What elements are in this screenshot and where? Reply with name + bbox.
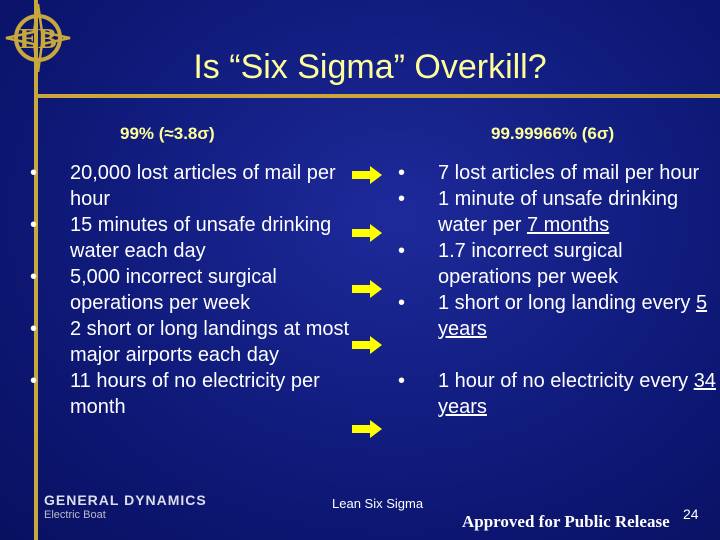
bullet: •	[398, 292, 406, 314]
right-arrow-icon	[352, 280, 382, 298]
list-item: • 2 short or long landings at most major …	[26, 316, 352, 368]
right-column-heading: 99.99966% (6σ)	[491, 124, 615, 143]
bullet: •	[398, 370, 406, 392]
list-item: • 5,000 incorrect surgical operations per…	[26, 264, 352, 316]
item-text: 1.7 incorrect surgical operations per we…	[438, 240, 623, 288]
bullet: •	[30, 266, 38, 288]
item-text: 15 minutes of unsafe drinking water each…	[70, 214, 332, 262]
list-item: • 1 minute of unsafe drinking water per 7…	[394, 186, 720, 238]
item-text: 1 hour of no electricity every	[438, 370, 694, 392]
company-logo: GENERAL DYNAMICS Electric Boat	[44, 492, 207, 521]
bullet: •	[398, 188, 406, 210]
list-item: • 1 short or long landing every 5 years	[394, 290, 720, 342]
spacer	[394, 342, 720, 368]
eb-logo-icon: EB	[5, 3, 71, 72]
left-column-heading: 99% (≈3.8σ)	[120, 124, 215, 143]
list-item: • 15 minutes of unsafe drinking water eac…	[26, 212, 352, 264]
item-text: 7 lost articles of mail per hour	[438, 162, 700, 184]
company-name: GENERAL DYNAMICS	[44, 492, 207, 508]
horizontal-rule	[34, 94, 720, 98]
right-arrow-icon	[352, 420, 382, 438]
bullet: •	[30, 162, 38, 184]
right-arrow-icon	[352, 166, 382, 184]
item-text: 11 hours of no electricity per month	[70, 370, 320, 418]
page-number: 24	[683, 506, 699, 522]
left-list: • 20,000 lost articles of mail per hour •…	[26, 160, 352, 420]
list-item: • 7 lost articles of mail per hour	[394, 160, 720, 186]
bullet: •	[30, 370, 38, 392]
vertical-rule	[34, 0, 38, 540]
bullet: •	[30, 214, 38, 236]
approved-notice: Approved for Public Release	[462, 512, 670, 531]
item-text: 2 short or long landings at most major a…	[70, 318, 350, 366]
bullet: •	[398, 240, 406, 262]
company-division: Electric Boat	[44, 509, 106, 521]
item-text: 5,000 incorrect surgical operations per …	[70, 266, 277, 314]
bullet: •	[30, 318, 38, 340]
list-item: • 20,000 lost articles of mail per hour	[26, 160, 352, 212]
list-item: • 11 hours of no electricity per month	[26, 368, 352, 420]
right-arrow-icon	[352, 336, 382, 354]
item-underlined-text: 34 years	[438, 370, 716, 418]
item-underlined-text: 5 years	[438, 292, 708, 340]
item-text: 20,000 lost articles of mail per hour	[70, 162, 336, 210]
bullet: •	[398, 162, 406, 184]
item-text: 1 short or long landing every	[438, 292, 696, 314]
svg-text:EB: EB	[19, 24, 56, 55]
list-item: • 1.7 incorrect surgical operations per w…	[394, 238, 720, 290]
right-list: • 7 lost articles of mail per hour • 1 min…	[394, 160, 720, 420]
right-arrow-icon	[352, 224, 382, 242]
page-title: Is “Six Sigma” Overkill?	[193, 48, 547, 86]
item-underlined-text: 7 months	[526, 214, 610, 236]
item-text: 1 minute of unsafe drinking water per	[438, 188, 679, 236]
list-item: • 1 hour of no electricity every 34 years	[394, 368, 720, 420]
footer-center-text: Lean Six Sigma	[332, 496, 424, 511]
